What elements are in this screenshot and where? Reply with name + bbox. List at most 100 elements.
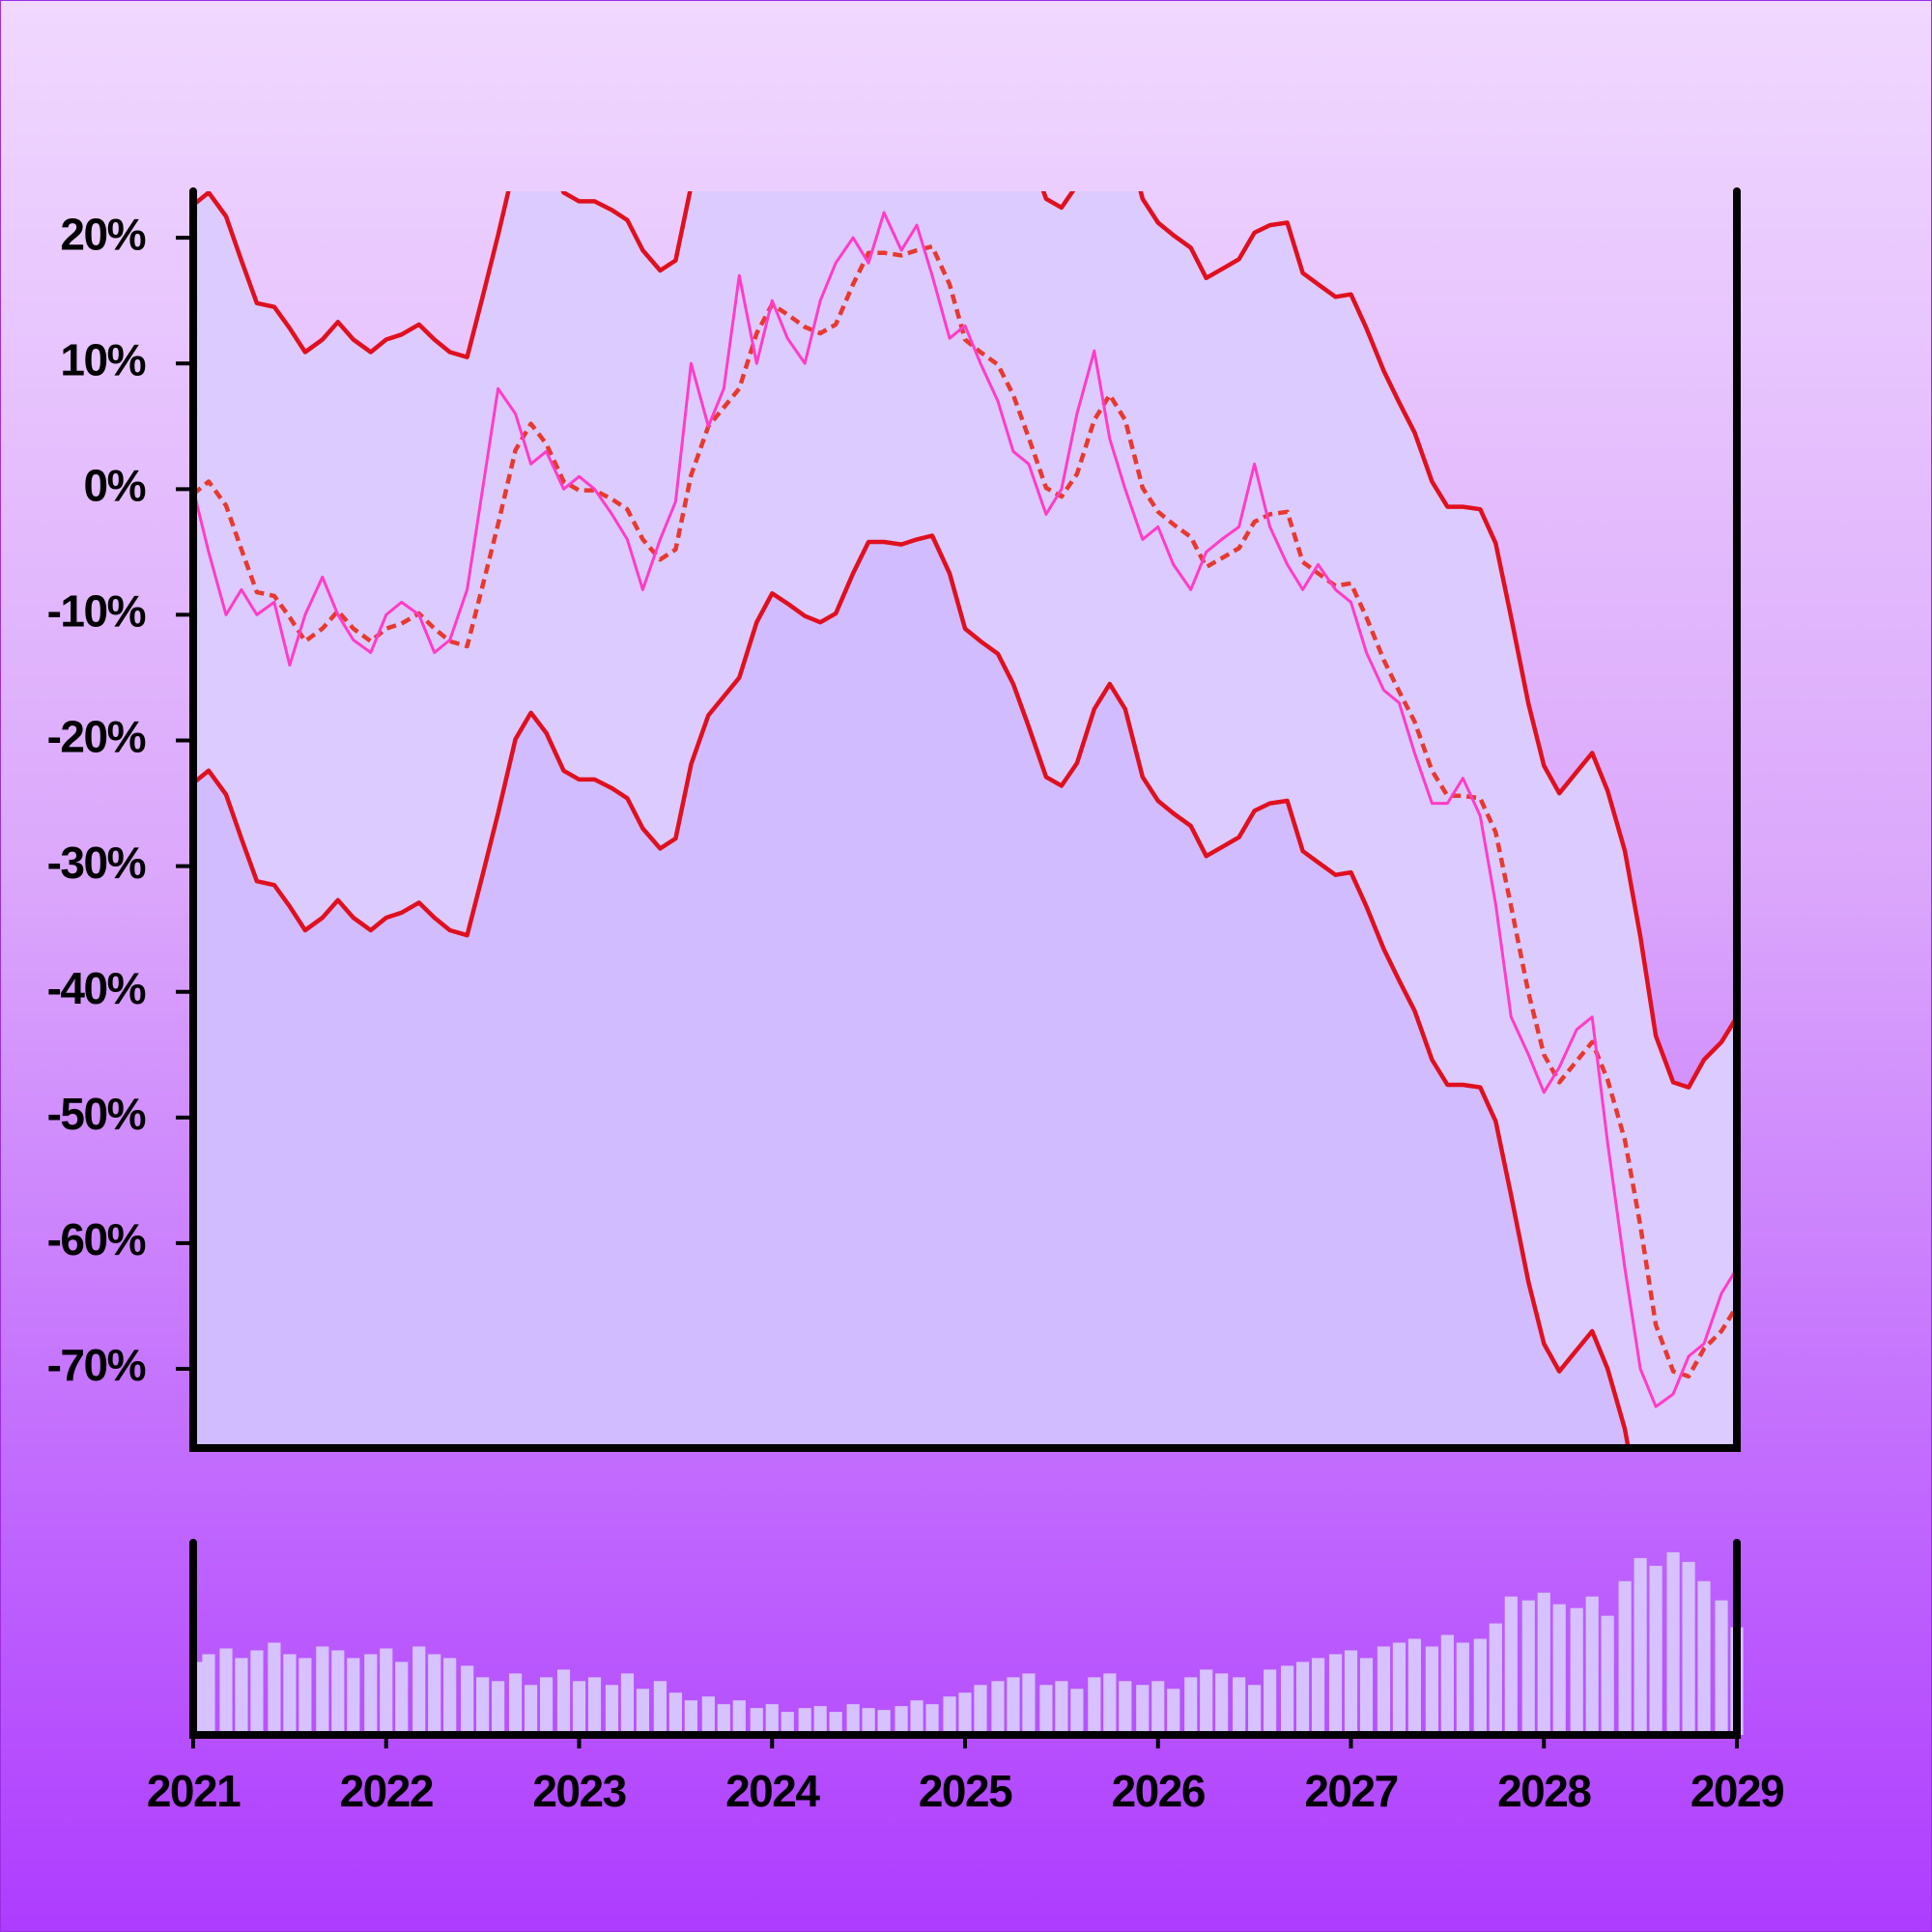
- volume-bar: [1715, 1600, 1728, 1735]
- y-tick-label: 0%: [84, 460, 146, 510]
- volume-bar: [364, 1654, 378, 1735]
- x-tick-label: 2028: [1497, 1766, 1591, 1816]
- volume-bar: [1200, 1669, 1213, 1735]
- volume-bar: [1504, 1596, 1518, 1735]
- y-tick-label: -30%: [47, 838, 146, 888]
- volume-bar: [219, 1648, 233, 1735]
- volume-bar: [1119, 1681, 1132, 1735]
- volume-bar: [668, 1692, 682, 1735]
- volume-bar: [1682, 1561, 1695, 1735]
- volume-bar: [268, 1642, 281, 1735]
- volume-bar: [958, 1692, 972, 1735]
- volume-bar: [1088, 1677, 1101, 1735]
- volume-bar: [1055, 1681, 1068, 1735]
- volume-bar: [732, 1700, 746, 1735]
- y-tick-label: -60%: [47, 1214, 146, 1264]
- volume-bar: [1007, 1677, 1020, 1735]
- volume-bar: [1552, 1604, 1566, 1735]
- volume-bar: [1151, 1681, 1165, 1735]
- volume-bar: [443, 1658, 457, 1735]
- x-tick-label: 2024: [725, 1766, 820, 1816]
- volume-bar: [1295, 1662, 1310, 1735]
- x-tick-label: 2022: [340, 1766, 433, 1816]
- volume-bar: [1215, 1673, 1229, 1735]
- volume-bar: [620, 1673, 635, 1735]
- volume-bar: [587, 1677, 602, 1735]
- volume-bar: [1697, 1580, 1711, 1735]
- volume-bar: [380, 1648, 393, 1735]
- volume-bar: [781, 1712, 794, 1735]
- y-tick-label: -40%: [47, 963, 146, 1013]
- volume-bar: [298, 1658, 312, 1735]
- series-line: [193, 533, 1631, 1448]
- series-line: [193, 191, 1737, 1090]
- volume-bar: [910, 1700, 923, 1735]
- volume-bar: [1280, 1665, 1294, 1735]
- volume-bar: [1570, 1607, 1583, 1735]
- volume-bar: [765, 1704, 779, 1735]
- volume-bar: [1344, 1650, 1358, 1735]
- volume-bar: [508, 1673, 523, 1735]
- volume-bar: [877, 1710, 891, 1735]
- x-tick-label: 2026: [1112, 1766, 1205, 1816]
- volume-bar: [395, 1662, 409, 1735]
- series-line: [193, 211, 1737, 1408]
- x-tick-label: 2029: [1690, 1766, 1783, 1816]
- volume-bar: [524, 1685, 538, 1735]
- volume-bar: [1440, 1634, 1454, 1735]
- volume-bar: [1649, 1565, 1662, 1735]
- volume-bar: [798, 1708, 811, 1735]
- volume-bar: [636, 1689, 650, 1735]
- volume-bar: [653, 1681, 667, 1735]
- volume-bar: [605, 1685, 619, 1735]
- volume-bar: [1618, 1580, 1632, 1735]
- volume-bar: [1425, 1646, 1438, 1735]
- volume-bar: [1601, 1615, 1614, 1735]
- volume-bar: [202, 1654, 215, 1735]
- volume-bar: [974, 1685, 987, 1735]
- y-tick-label: -20%: [47, 712, 146, 762]
- y-tick-label: -50%: [47, 1089, 146, 1139]
- volume-bar: [1103, 1673, 1117, 1735]
- volume-bar: [943, 1696, 956, 1735]
- volume-bar: [1264, 1669, 1277, 1735]
- volume-bar: [829, 1712, 842, 1735]
- volume-bar: [1311, 1658, 1325, 1735]
- volume-bar: [1039, 1685, 1053, 1735]
- volume-bar: [1167, 1689, 1180, 1735]
- volume-area: [197, 1551, 1744, 1735]
- volume-bar: [428, 1654, 441, 1735]
- volume-bar: [1392, 1642, 1406, 1735]
- volume-bar: [1377, 1646, 1391, 1735]
- volume-bar: [1184, 1677, 1198, 1735]
- volume-bar: [283, 1654, 297, 1735]
- band-fill: [193, 191, 1737, 1448]
- volume-bar: [556, 1669, 571, 1735]
- main-axis: [189, 187, 1741, 1452]
- volume-bar: [991, 1681, 1005, 1735]
- volume-bar: [476, 1677, 490, 1735]
- volume-bar: [1070, 1689, 1084, 1735]
- volume-bar: [1489, 1623, 1502, 1735]
- axes: 20% 10% 0% -10% -20% -30% -40% -50% -60% -70% 2021…: [47, 187, 1785, 1816]
- volume-bar: [1359, 1658, 1374, 1735]
- plot-area: [193, 191, 1737, 1448]
- volume-bar: [701, 1696, 715, 1735]
- below-band-fill: [193, 535, 1629, 1448]
- y-tick-label: -10%: [47, 586, 146, 637]
- y-tick-label: 20%: [60, 209, 145, 259]
- volume-bar: [412, 1646, 426, 1735]
- volume-bar: [539, 1677, 554, 1735]
- volume-bar: [235, 1658, 248, 1735]
- moving-average-line: [193, 243, 1737, 1379]
- x-tick-label: 2027: [1304, 1766, 1397, 1816]
- volume-bar: [250, 1650, 264, 1735]
- volume-bar: [316, 1646, 329, 1735]
- volume-bar: [1136, 1685, 1150, 1735]
- volume-bar: [1456, 1642, 1469, 1735]
- volume-bar: [1634, 1557, 1647, 1735]
- y-tick-label: -70%: [47, 1340, 146, 1390]
- volume-bar: [572, 1681, 586, 1735]
